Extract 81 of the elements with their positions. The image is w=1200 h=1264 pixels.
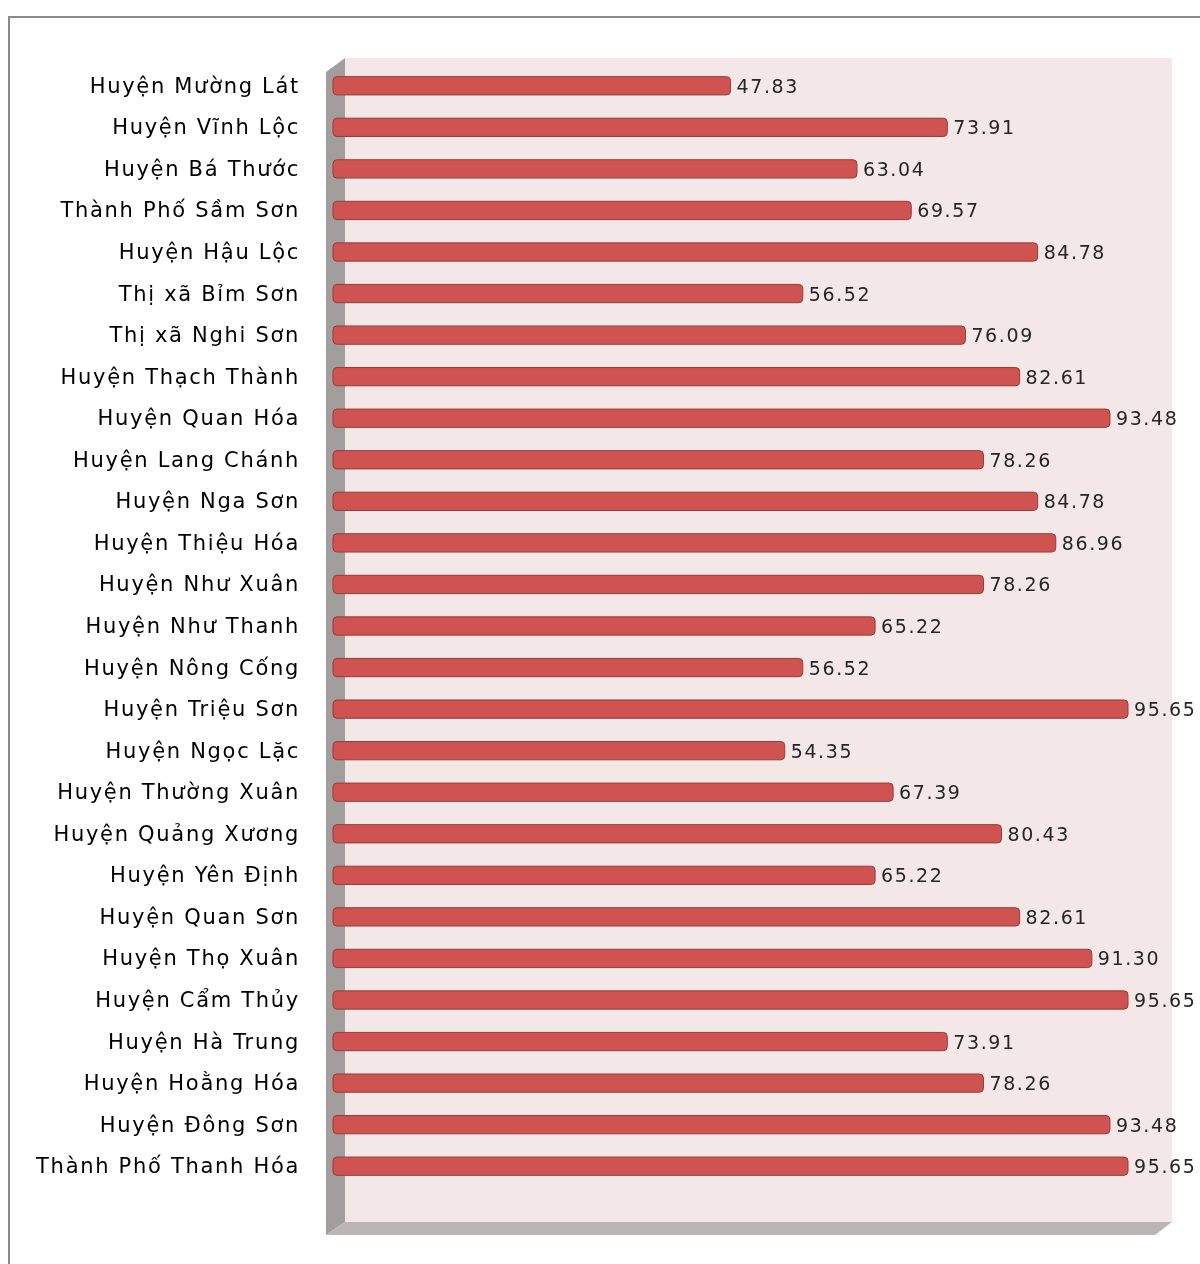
data-label: 63.04 (862, 157, 926, 180)
y-tick-label: Huyện Đông Sơn (99, 1112, 300, 1137)
data-label: 76.09 (971, 324, 1034, 347)
bar (332, 325, 966, 345)
bar (332, 616, 876, 636)
bar (332, 699, 1129, 719)
bar (332, 367, 1021, 387)
data-label: 86.96 (1061, 531, 1125, 554)
data-label: 95.65 (1134, 1155, 1197, 1178)
y-tick-label: Huyện Thọ Xuân (102, 946, 300, 971)
y-tick-label: Huyện Mường Lát (89, 73, 300, 98)
y-tick-label: Huyện Yên Định (110, 863, 300, 888)
y-tick-label: Huyện Quảng Xương (53, 821, 300, 846)
data-label: 80.43 (1007, 822, 1070, 845)
data-label: 67.39 (899, 781, 962, 804)
bar (332, 574, 984, 595)
data-label: 73.91 (953, 116, 1016, 139)
data-label: 82.61 (1025, 365, 1089, 388)
bar (332, 117, 948, 137)
data-label: 95.65 (1134, 989, 1197, 1011)
bar (332, 657, 804, 678)
data-label: 84.78 (1043, 241, 1107, 263)
y-tick-label: Huyện Ngọc Lặc (105, 738, 300, 763)
bar (332, 824, 1002, 844)
data-label: 82.61 (1025, 905, 1089, 928)
bar (332, 1156, 1129, 1176)
y-tick-label: Huyện Như Thanh (85, 614, 300, 638)
bar (332, 283, 804, 304)
data-label: 47.83 (736, 74, 799, 97)
data-label: 65.22 (881, 864, 944, 887)
y-tick-label: Thành Phố Thanh Hóa (35, 1154, 300, 1179)
data-label: 84.78 (1043, 490, 1107, 513)
y-tick-label: Huyện Cẩm Thủy (95, 988, 300, 1012)
bar (332, 200, 912, 221)
bar (332, 865, 876, 885)
data-label: 93.48 (1115, 1113, 1179, 1136)
data-label: 78.26 (989, 573, 1052, 596)
y-tick-label: Huyện Lang Chánh (73, 447, 300, 472)
bar (332, 741, 786, 761)
y-tick-label: Thị xã Bỉm Sơn (117, 281, 300, 306)
data-label: 65.22 (881, 615, 944, 637)
data-label: 78.26 (989, 448, 1052, 471)
data-label: 91.30 (1097, 947, 1161, 970)
bar (332, 76, 732, 96)
data-label: 69.57 (917, 199, 980, 222)
data-label: 54.35 (790, 739, 854, 762)
bar (332, 450, 984, 470)
data-label: 73.91 (953, 1030, 1016, 1053)
y-tick-label: Huyện Quan Hóa (97, 406, 300, 431)
bar (332, 782, 894, 802)
y-tick-label: Huyện Bá Thước (103, 156, 300, 181)
data-label: 93.48 (1115, 407, 1179, 430)
y-tick-label: Huyện Hoằng Hóa (83, 1071, 300, 1096)
bar (332, 990, 1129, 1010)
y-tick-label: Huyện Thường Xuân (57, 780, 300, 805)
bar (332, 1115, 1111, 1135)
bar (332, 948, 1093, 969)
y-tick-label: Huyện Hậu Lộc (118, 240, 300, 264)
y-tick-label: Huyện Nga Sơn (115, 489, 300, 514)
data-label: 95.65 (1134, 698, 1197, 721)
y-tick-label: Huyện Vĩnh Lộc (112, 115, 300, 140)
bar (332, 1031, 948, 1052)
bar (332, 491, 1039, 511)
data-label: 78.26 (989, 1072, 1052, 1095)
bar (332, 159, 858, 179)
data-label: 56.52 (808, 656, 872, 679)
y-tick-label: Huyện Như Xuân (98, 572, 300, 597)
bar (332, 907, 1021, 927)
bar (332, 533, 1057, 553)
data-label: 56.52 (808, 282, 872, 305)
bar (332, 408, 1111, 428)
y-tick-label: Huyện Triệu Sơn (103, 697, 300, 722)
y-tick-label: Huyện Thạch Thành (60, 364, 300, 389)
y-tick-label: Huyện Nông Cống (84, 655, 300, 680)
y-tick-label: Huyện Hà Trung (108, 1029, 300, 1054)
y-tick-label: Huyện Quan Sơn (99, 904, 300, 929)
y-tick-label: Thành Phố Sầm Sơn (59, 198, 300, 223)
bar (332, 242, 1039, 262)
y-tick-label: Huyện Thiệu Hóa (93, 530, 300, 555)
bar (332, 1073, 984, 1093)
y-tick-label: Thị xã Nghi Sơn (108, 323, 300, 348)
